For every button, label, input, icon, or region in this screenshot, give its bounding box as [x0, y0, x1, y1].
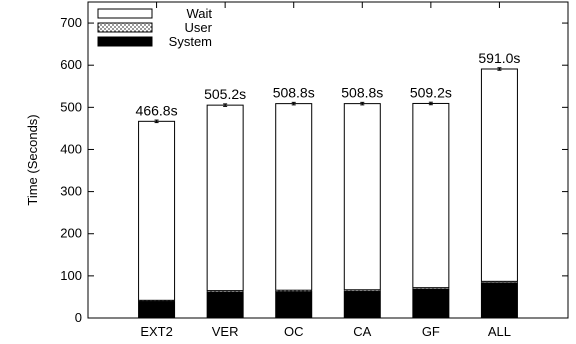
y-tick-label: 400: [60, 141, 82, 156]
legend-swatch-wait: [97, 8, 153, 19]
bar-wait: [138, 120, 176, 301]
bar-wait: [275, 103, 313, 291]
bar-value-label: 466.8s: [136, 102, 178, 118]
y-tick-label: 600: [60, 57, 82, 72]
x-axis: EXT2 VER OC CA GF ALL: [140, 2, 511, 339]
legend-swatch-user: [97, 22, 153, 33]
bar-value-label: 505.2s: [204, 86, 246, 102]
bars: 466.8s 505.2s 508.8s 508.8s 509.2s 591.0s: [136, 50, 520, 319]
y-tick-label: 100: [60, 268, 82, 283]
y-tick-label: 500: [60, 99, 82, 114]
y-axis-label: Time (Seconds): [25, 114, 40, 205]
legend-swatch-system: [97, 36, 153, 47]
x-tick-label: VER: [212, 324, 239, 339]
legend-label-user: User: [185, 20, 213, 35]
legend-label-wait: Wait: [186, 6, 212, 21]
x-tick-label: OC: [284, 324, 304, 339]
y-tick-label: 700: [60, 15, 82, 30]
bar-wait: [206, 104, 244, 292]
y-tick-label: 0: [75, 310, 82, 325]
bar-value-label: 508.8s: [273, 85, 315, 101]
x-tick-label: ALL: [488, 324, 511, 339]
y-tick-label: 300: [60, 184, 82, 199]
plot-frame: [87, 1, 569, 319]
bar-wait: [412, 102, 450, 289]
x-tick-label: GF: [422, 324, 440, 339]
y-axis: 0 100 200 300 400 500 600 700: [60, 15, 568, 325]
x-tick-label: CA: [353, 324, 371, 339]
bar-value-label: 509.2s: [410, 84, 452, 100]
x-tick-label: EXT2: [140, 324, 173, 339]
bar-value-label: 591.0s: [478, 50, 520, 66]
bar-wait: [343, 103, 381, 291]
y-tick-label: 200: [60, 226, 82, 241]
legend-label-system: System: [169, 34, 212, 49]
bar-value-label: 508.8s: [341, 85, 383, 101]
bar-wait: [480, 68, 518, 282]
